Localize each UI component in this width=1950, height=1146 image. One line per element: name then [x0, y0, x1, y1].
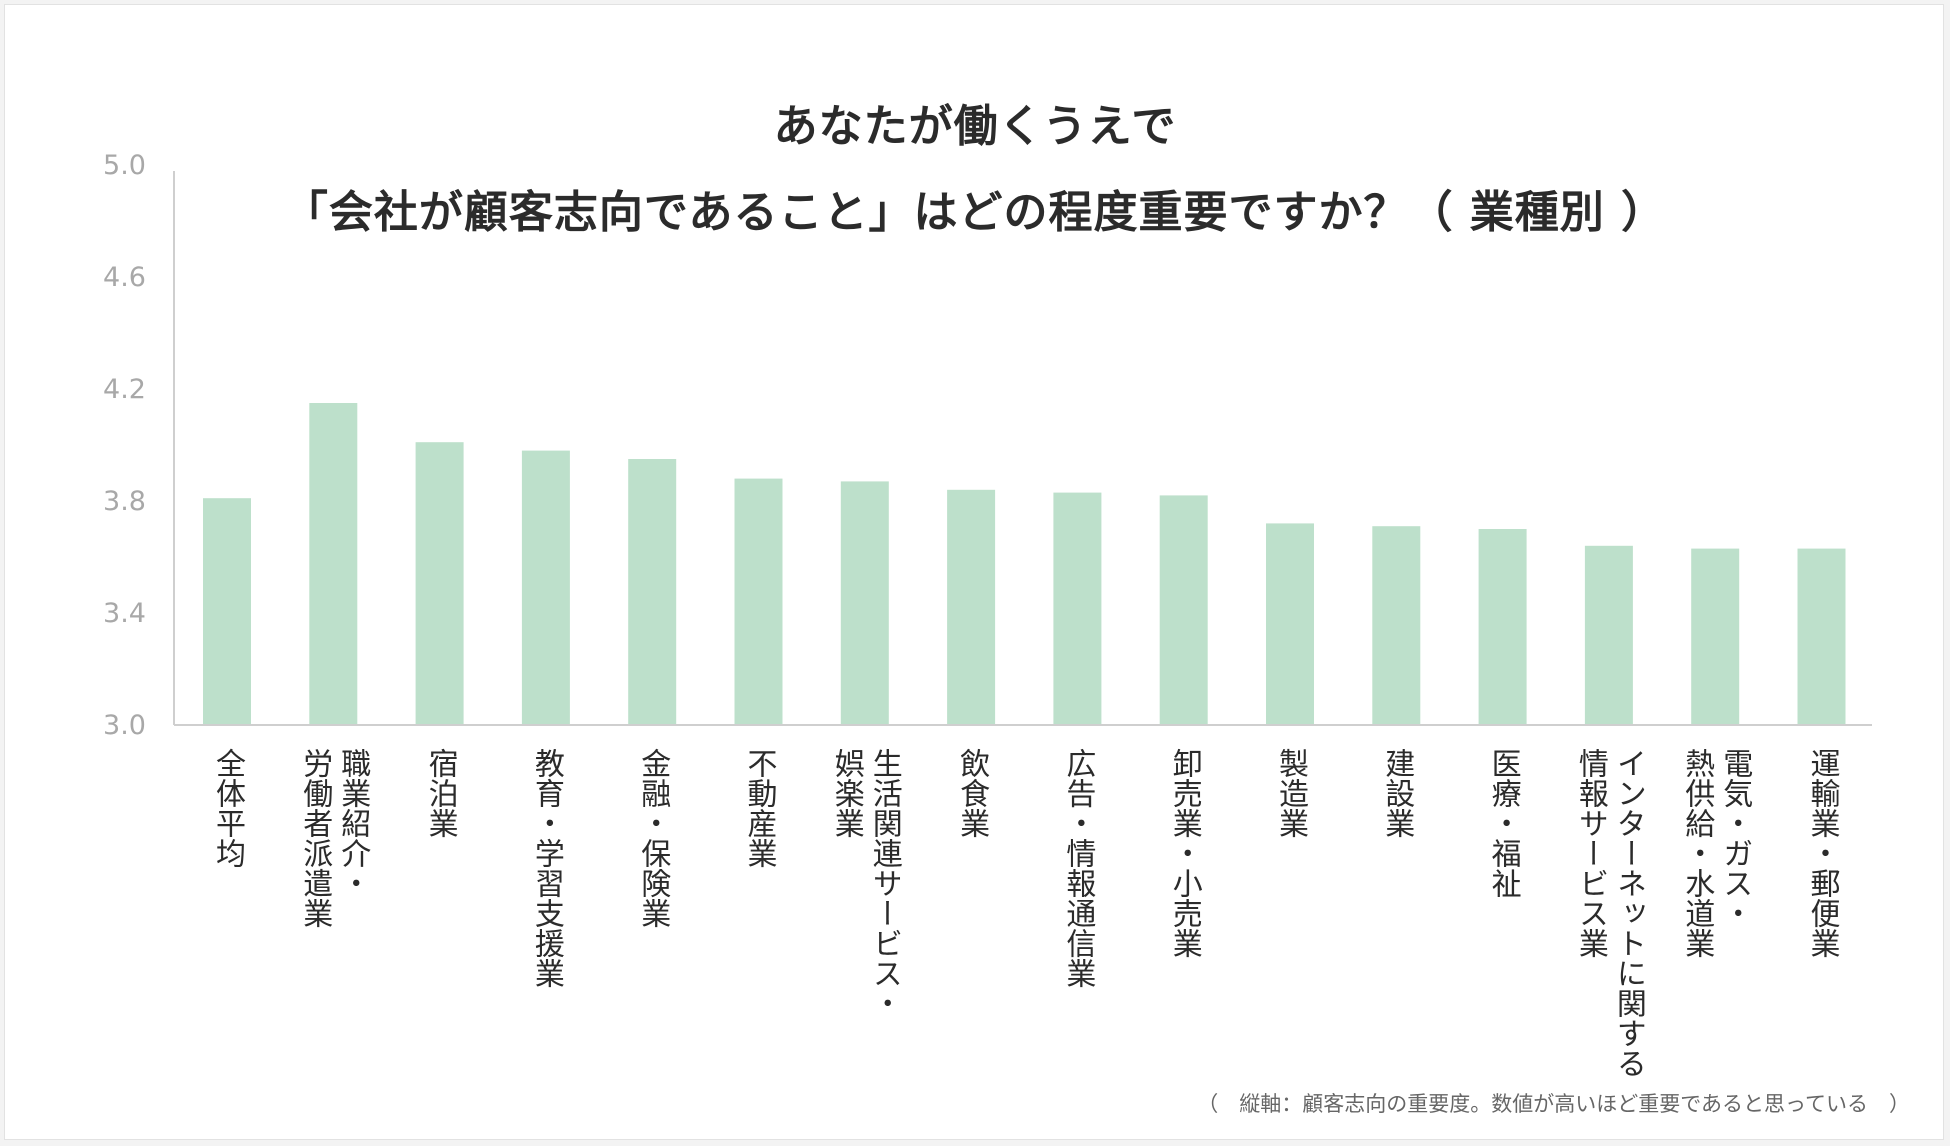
bar: [1053, 492, 1102, 725]
x-category-label: 全体平均: [210, 748, 245, 868]
x-category-label: 金融・保険業: [635, 748, 671, 928]
y-tick-label: 4.6: [103, 262, 146, 293]
x-category-label: 建設業: [1379, 748, 1415, 838]
x-category-label: 不動産業: [741, 748, 777, 868]
x-category-label: 職業紹介・ 労働者派遣業: [297, 748, 371, 928]
x-category-label: 運輸業・郵便業: [1804, 748, 1840, 958]
bar: [1159, 495, 1208, 725]
x-category-label: 宿泊業: [422, 748, 458, 838]
bar: [309, 403, 358, 725]
bar: [1478, 529, 1527, 725]
bar: [521, 450, 570, 725]
bar: [1691, 548, 1740, 725]
x-category-label: インターネットに関する 情報サービス業: [1572, 748, 1646, 1078]
x-category-label: 卸売業・小売業: [1166, 748, 1202, 958]
bar: [1584, 545, 1633, 725]
x-category-label: 製造業: [1273, 748, 1308, 838]
y-tick-label: 3.8: [103, 486, 146, 517]
chart-title-line-2: 「会社が顧客志向であること」はどの程度重要ですか？（ 業種別 ）: [283, 187, 1667, 238]
bar: [1266, 523, 1314, 725]
x-category-label: 電気・ガス・ 熱供給・水道業: [1679, 748, 1753, 958]
bar: [840, 481, 889, 725]
bar: [415, 442, 464, 725]
bar: [203, 498, 251, 725]
footnote: （ 縦軸：顧客志向の重要度。数値が高いほど重要であると思っている ）: [1197, 1092, 1910, 1116]
bar: [947, 489, 996, 725]
y-tick-label: 3.0: [103, 710, 146, 741]
y-tick-label: 4.2: [103, 374, 146, 405]
x-category-label: 飲食業: [954, 748, 990, 838]
bar: [734, 478, 783, 725]
x-category-label: 教育・学習支援業: [528, 748, 564, 988]
bar: [628, 459, 677, 725]
x-category-label: 医療・福祉: [1485, 748, 1521, 898]
bar: [1797, 548, 1846, 725]
y-tick-label: 5.0: [103, 150, 146, 181]
chart-title-line-1: あなたが働くうえで: [773, 101, 1177, 152]
x-category-label: 広告・情報通信業: [1060, 748, 1096, 988]
bar: [1372, 526, 1421, 725]
x-category-label: 生活関連サービス・ 娯楽業: [828, 748, 902, 1018]
y-tick-label: 3.4: [103, 598, 146, 629]
